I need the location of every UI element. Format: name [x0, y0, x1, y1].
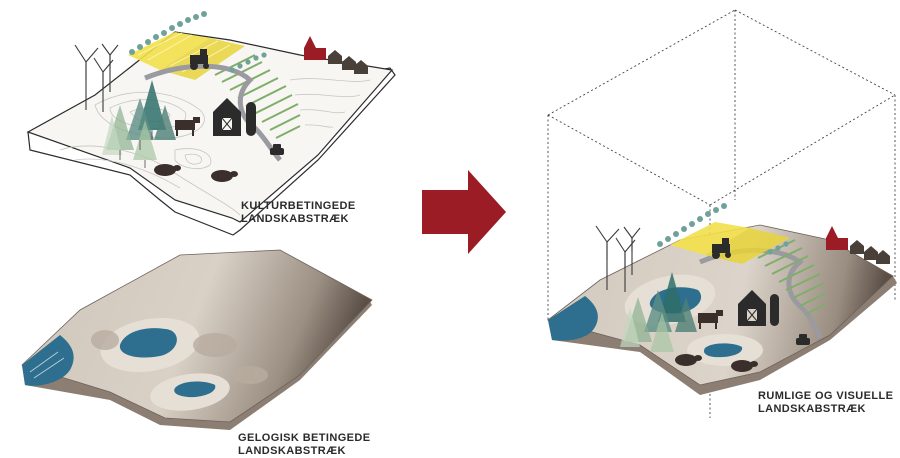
- geological-landscape-block: [21, 249, 373, 430]
- cultural-label-line1: KULTURBETINGEDE: [241, 200, 356, 212]
- car-icon: [270, 144, 284, 155]
- silo-icon: [246, 102, 256, 136]
- arrow-icon: [422, 170, 506, 254]
- pig-icon: [154, 164, 238, 182]
- cultural-label-line2: LANDSKABSTRÆK: [241, 213, 349, 225]
- spatial-label-line2: LANDSKABSTRÆK: [758, 403, 866, 415]
- cultural-label: KULTURBETINGEDE LANDSKABSTRÆK: [241, 200, 356, 226]
- tractor-icon: [190, 49, 209, 70]
- lake: [119, 328, 216, 398]
- spatial-label-line1: RUMLIGE OG VISUELLE: [758, 390, 894, 402]
- sea: [22, 335, 74, 386]
- spatial-label: RUMLIGE OG VISUELLE LANDSKABSTRÆK: [758, 390, 893, 416]
- cultural-landscape-block: [26, 11, 396, 236]
- barn-icon: [213, 98, 241, 136]
- combined-landscape-block: [547, 9, 897, 418]
- church-icon: [304, 36, 326, 60]
- cow-icon: [175, 117, 200, 136]
- house-icon: [328, 50, 368, 74]
- geological-label-line1: GELOGISK BETINGEDE: [238, 432, 371, 444]
- wind-turbine-icon: [74, 43, 119, 112]
- tree-row: [129, 11, 267, 73]
- geological-label: GELOGISK BETINGEDE LANDSKABSTRÆK: [238, 432, 371, 458]
- tree-icon: [102, 80, 176, 168]
- geological-label-line2: LANDSKABSTRÆK: [238, 445, 346, 457]
